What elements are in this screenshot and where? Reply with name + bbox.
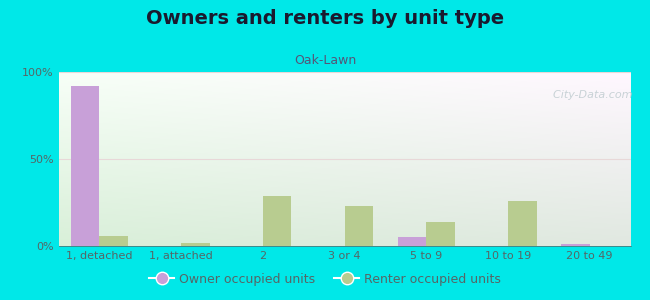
Text: City-Data.com: City-Data.com: [546, 90, 632, 100]
Bar: [181, 242, 210, 246]
Bar: [344, 206, 373, 246]
Bar: [398, 237, 426, 246]
Legend: Owner occupied units, Renter occupied units: Owner occupied units, Renter occupied un…: [144, 268, 506, 291]
Bar: [561, 244, 590, 246]
Bar: [99, 236, 128, 246]
Bar: [263, 196, 291, 246]
Bar: [71, 86, 99, 246]
Text: Owners and renters by unit type: Owners and renters by unit type: [146, 9, 504, 28]
Text: Oak-Lawn: Oak-Lawn: [294, 54, 356, 67]
Bar: [426, 222, 455, 246]
Bar: [508, 201, 536, 246]
